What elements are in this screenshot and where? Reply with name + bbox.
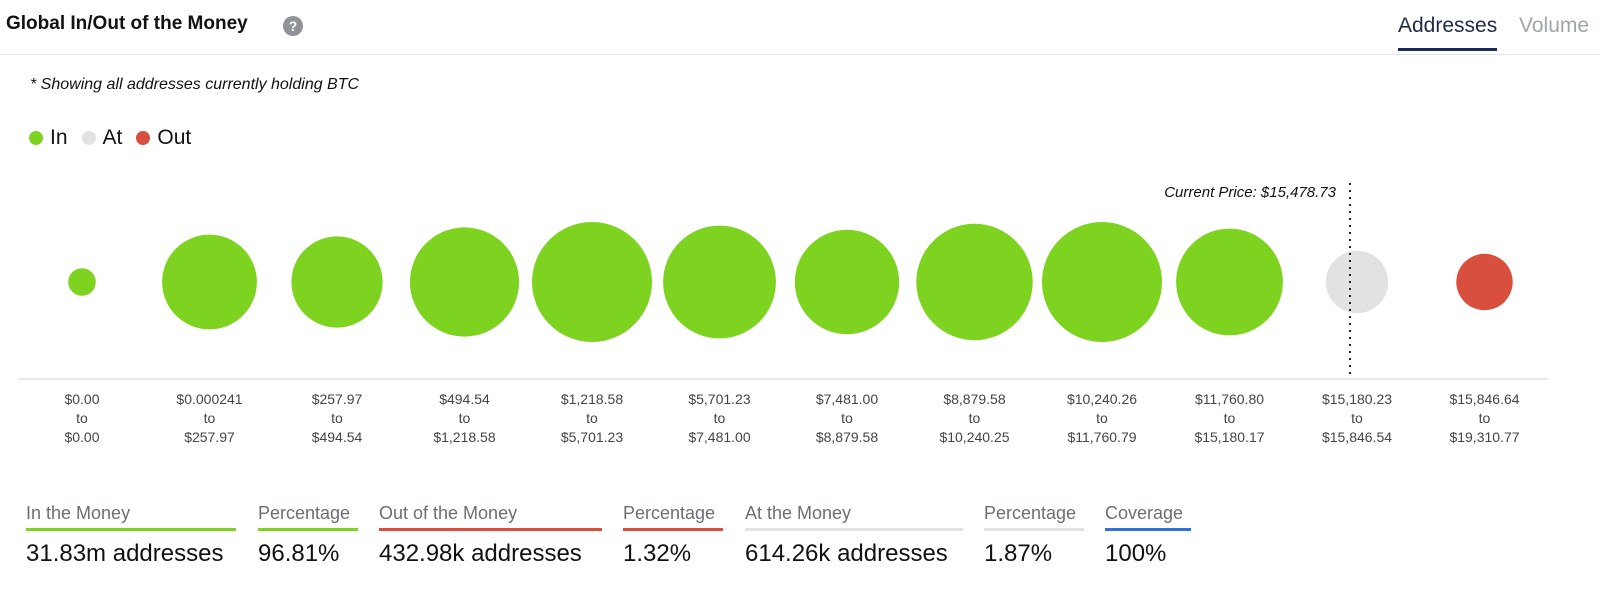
tick-label: $5,701.23 — [688, 391, 750, 407]
stat-at-percentage: Percentage 1.87% — [984, 503, 1084, 568]
bubble-in[interactable] — [532, 222, 652, 342]
tab-volume[interactable]: Volume — [1519, 14, 1590, 37]
bubble-in[interactable] — [291, 236, 383, 328]
tick-label: to — [1224, 410, 1236, 426]
stat-at-the-money: At the Money 614.26k addresses — [745, 503, 963, 568]
tick-label: $15,846.64 — [1449, 391, 1519, 407]
stat-value: 100% — [1105, 540, 1167, 567]
stat-value: 1.32% — [623, 540, 692, 567]
legend-label-in: In — [50, 126, 68, 149]
bubble-in[interactable] — [1176, 228, 1283, 336]
stat-out-of-the-money: Out of the Money 432.98k addresses — [379, 503, 602, 568]
legend-dot-at — [81, 131, 96, 145]
tick-label: $15,180.17 — [1194, 429, 1264, 445]
tick-label: $10,240.26 — [1067, 391, 1137, 407]
bubble-chart: $0.00 to $0.00 $0.000241 to $257.97 $257.97 to $… — [18, 183, 1548, 445]
tick-label: $1,218.58 — [433, 429, 495, 445]
tick-label: $8,879.58 — [816, 429, 878, 445]
tick-label: to — [1479, 410, 1491, 426]
stat-value: 432.98k addresses — [379, 540, 582, 567]
tick-label: $0.00 — [64, 391, 99, 407]
legend-item-out[interactable]: Out — [136, 126, 191, 150]
summary-bar: In the Money 31.83m addresses Percentage… — [0, 503, 1600, 583]
bubble-in[interactable] — [663, 225, 776, 339]
legend-item-in[interactable]: In — [29, 126, 68, 150]
stat-value: 31.83m addresses — [26, 540, 224, 567]
bubble-in[interactable] — [794, 229, 900, 335]
tick-label: to — [204, 410, 216, 426]
stat-value: 96.81% — [258, 540, 340, 567]
stat-label: Coverage — [1105, 503, 1191, 531]
stat-label: Out of the Money — [379, 503, 602, 531]
tick-label: $11,760.80 — [1195, 391, 1264, 407]
stat-label: Percentage — [984, 503, 1084, 531]
tick-label: $15,180.23 — [1322, 391, 1392, 407]
tick-label: $257.97 — [312, 391, 363, 407]
bubble-in[interactable] — [162, 234, 257, 330]
stat-in-the-money: In the Money 31.83m addresses — [26, 503, 236, 568]
stat-label: At the Money — [745, 503, 963, 531]
bubble-in[interactable] — [916, 223, 1033, 341]
tick-label: $7,481.00 — [816, 391, 878, 407]
tick-label: to — [586, 410, 598, 426]
legend-dot-out — [136, 131, 151, 145]
current-price-label: Current Price: $15,478.73 — [1164, 184, 1336, 201]
tick-label: to — [714, 410, 726, 426]
tick-label: $494.54 — [312, 429, 363, 445]
tick-label: $257.97 — [184, 429, 235, 445]
bubble-in[interactable] — [1042, 222, 1162, 342]
tab-addresses[interactable]: Addresses — [1398, 14, 1498, 51]
legend-label-out: Out — [157, 126, 192, 149]
tick-label: to — [1096, 410, 1108, 426]
stat-in-percentage: Percentage 96.81% — [258, 503, 358, 568]
stat-value: 614.26k addresses — [745, 540, 948, 567]
stat-coverage: Coverage 100% — [1105, 503, 1191, 568]
tick-label: $0.00 — [64, 429, 99, 445]
tick-label: $0.000241 — [176, 391, 242, 407]
bubble-at[interactable] — [1325, 250, 1389, 314]
tick-label: $15,846.54 — [1322, 429, 1392, 445]
stat-label: In the Money — [26, 503, 236, 531]
tick-label: $8,879.58 — [943, 391, 1005, 407]
legend-item-at[interactable]: At — [81, 126, 123, 150]
tick-label: to — [1351, 410, 1363, 426]
page-title: Global In/Out of the Money — [6, 13, 248, 34]
stat-label: Percentage — [258, 503, 358, 531]
tick-label: $10,240.25 — [939, 429, 1009, 445]
tick-label: to — [841, 410, 853, 426]
chart-note: * Showing all addresses currently holdin… — [30, 76, 360, 93]
bubble-in[interactable] — [68, 268, 96, 296]
tick-label: to — [459, 410, 471, 426]
tick-label: $7,481.00 — [688, 429, 750, 445]
legend-label-at: At — [102, 126, 123, 149]
stat-label: Percentage — [623, 503, 723, 531]
bubble-in[interactable] — [409, 227, 520, 337]
tick-label: to — [969, 410, 981, 426]
tick-label: $5,701.23 — [561, 429, 623, 445]
tick-label: to — [76, 410, 88, 426]
stat-value: 1.87% — [984, 540, 1053, 567]
question-circle-icon[interactable]: ? — [283, 16, 303, 36]
tick-label: $19,310.77 — [1449, 429, 1519, 445]
tick-label: to — [331, 410, 343, 426]
legend: In At Out — [29, 126, 205, 150]
chart-header: Global In/Out of the Money ? Addresses V… — [0, 0, 1600, 55]
bubble-out[interactable] — [1456, 253, 1513, 311]
tick-label: $494.54 — [439, 391, 490, 407]
legend-dot-in — [29, 131, 43, 145]
tick-label: $11,760.79 — [1067, 429, 1136, 445]
stat-out-percentage: Percentage 1.32% — [623, 503, 723, 568]
tick-label: $1,218.58 — [561, 391, 623, 407]
